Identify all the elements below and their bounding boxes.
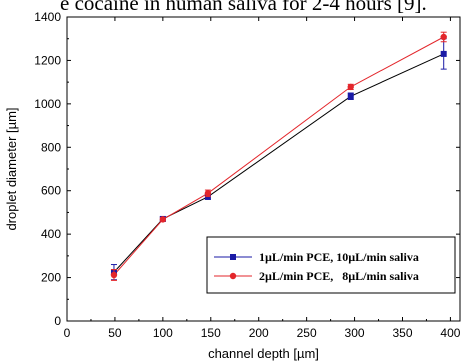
series-2-point bbox=[159, 216, 167, 223]
x-axis-label: channel depth [µm] bbox=[208, 346, 319, 361]
x-tick-label: 200 bbox=[249, 326, 269, 340]
y-tick-label: 800 bbox=[41, 140, 61, 154]
y-tick-label: 400 bbox=[41, 227, 61, 241]
series-2-point bbox=[110, 271, 118, 279]
x-tick-label: 400 bbox=[440, 326, 460, 340]
x-tick-label: 350 bbox=[392, 326, 412, 340]
x-tick-label: 150 bbox=[201, 326, 221, 340]
legend-marker-series-1 bbox=[230, 254, 236, 260]
series-2-point bbox=[204, 190, 212, 197]
legend-marker-series-2 bbox=[229, 272, 237, 280]
x-tick-label: 300 bbox=[345, 326, 365, 340]
series-2-point bbox=[347, 83, 354, 91]
x-tick-label: 250 bbox=[297, 326, 317, 340]
y-tick-label: 1200 bbox=[34, 53, 61, 67]
y-tick-label: 1400 bbox=[34, 10, 61, 24]
series-markers bbox=[110, 31, 447, 281]
y-tick-label: 1000 bbox=[34, 97, 61, 111]
x-tick-label: 0 bbox=[64, 326, 71, 340]
y-tick-label: 600 bbox=[41, 184, 61, 198]
series-2-point bbox=[440, 33, 447, 41]
y-tick-label: 200 bbox=[41, 271, 61, 285]
axis-ticks: 0 50 100 150 200 250 300 350 400 0 200 400 600 800 100… bbox=[34, 10, 460, 340]
legend-label-series-1: 1µL/min PCE, 10µL/min saliva bbox=[259, 250, 419, 264]
legend-label-series-2: 2µL/min PCE, 8µL/min saliva bbox=[259, 269, 419, 283]
x-tick-label: 50 bbox=[108, 326, 122, 340]
y-tick-label: 0 bbox=[54, 314, 61, 328]
series-1-point bbox=[440, 50, 447, 57]
legend-box bbox=[206, 236, 456, 294]
caption-fragment: e cocaine in human saliva for 2-4 hours … bbox=[60, 0, 427, 15]
legend: 1µL/min PCE, 10µL/min saliva 2µL/min PCE… bbox=[206, 236, 456, 294]
x-tick-label: 100 bbox=[153, 326, 173, 340]
series-1-point bbox=[347, 93, 354, 100]
y-axis-label: droplet diameter [µm] bbox=[4, 107, 19, 230]
